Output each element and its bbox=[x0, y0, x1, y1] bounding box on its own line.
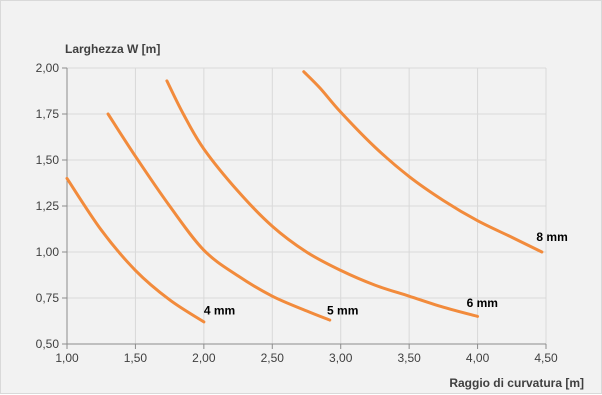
x-tick-label: 2,00 bbox=[192, 351, 216, 365]
series-group bbox=[65, 70, 544, 324]
x-tick-label: 1,00 bbox=[55, 351, 79, 365]
y-axis-title: Larghezza W [m] bbox=[65, 42, 160, 56]
labels-group: 4 mm 5 mm 6 mm 8 mm bbox=[204, 230, 568, 318]
y-tick-label: 2,00 bbox=[36, 61, 60, 75]
series-line-8-mm bbox=[302, 70, 544, 254]
x-tick-label: 4,50 bbox=[534, 351, 558, 365]
x-tick-label: 4,00 bbox=[466, 351, 490, 365]
series-label-5-mm: 5 mm bbox=[327, 304, 358, 318]
series-line-5-mm bbox=[106, 112, 332, 322]
series-line-4-mm bbox=[65, 176, 206, 324]
y-tick-label: 1,25 bbox=[36, 199, 60, 213]
series-label-8-mm: 8 mm bbox=[536, 230, 567, 244]
series-line-6-mm bbox=[165, 79, 480, 318]
x-tick-label: 3,00 bbox=[329, 351, 353, 365]
y-tick-label: 0,75 bbox=[36, 291, 60, 305]
x-tick-label: 2,50 bbox=[261, 351, 285, 365]
axes: 1,00 1,50 2,00 2,50 3,00 3,50 4,00 4,50 0,50 0,75… bbox=[36, 61, 558, 365]
x-axis-title: Raggio di curvatura [m] bbox=[449, 376, 584, 390]
x-tick-label: 1,50 bbox=[124, 351, 148, 365]
y-tick-label: 1,75 bbox=[36, 107, 60, 121]
x-tick-label: 3,50 bbox=[397, 351, 421, 365]
y-tick-label: 1,00 bbox=[36, 245, 60, 259]
y-tick-label: 0,50 bbox=[36, 337, 60, 351]
series-label-4-mm: 4 mm bbox=[204, 304, 235, 318]
series-label-6-mm: 6 mm bbox=[467, 296, 498, 310]
y-tick-label: 1,50 bbox=[36, 153, 60, 167]
